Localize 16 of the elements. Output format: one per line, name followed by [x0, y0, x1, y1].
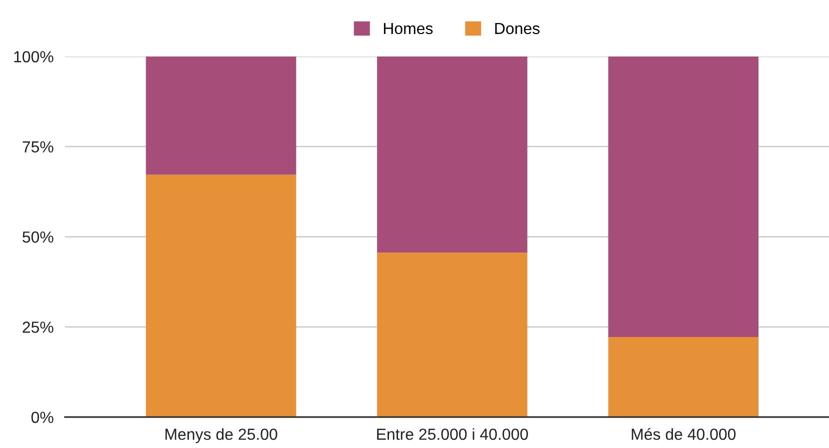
y-tick-label: 0%: [31, 412, 54, 424]
x-tick-label: Més de 40.000: [632, 428, 736, 440]
y-tick-label: 25%: [22, 322, 54, 333]
bar: [608, 56, 758, 338]
y-tick-label: 50%: [22, 231, 54, 243]
bar: [377, 56, 528, 253]
x-tick-label: Menys de 25.00: [166, 428, 278, 444]
legend-label: Homes: [384, 22, 433, 34]
y-tick-label: 75%: [22, 141, 54, 153]
y-tick-label: 100%: [14, 51, 54, 62]
bar: [146, 56, 296, 175]
x-tick-label: Entre 25.000 i 40.000: [377, 428, 528, 440]
bar: [146, 174, 296, 418]
bar: [377, 252, 528, 418]
legend-label: Dones: [495, 22, 540, 34]
bar: [608, 337, 758, 418]
